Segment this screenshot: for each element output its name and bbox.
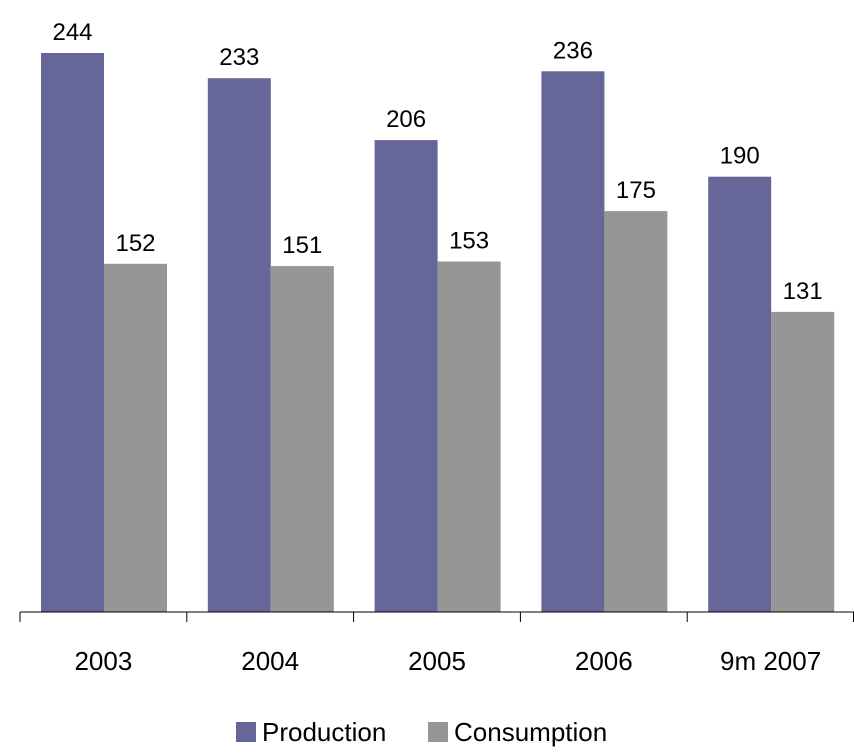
bar-production-9m-2007 [708, 176, 772, 612]
legend-label-consumption: Consumption [454, 717, 607, 747]
x-tick-label-2003: 2003 [74, 646, 132, 676]
data-label-consumption-2005: 153 [449, 228, 489, 255]
data-label-production-9m-2007: 190 [720, 143, 760, 170]
data-label-consumption-9m-2007: 131 [783, 278, 823, 305]
bar-consumption-9m-2007 [771, 311, 835, 612]
bar-consumption-2006 [604, 211, 668, 612]
legend: Production Consumption [236, 717, 607, 747]
bar-production-2006 [541, 71, 605, 613]
x-tick-label-2006: 2006 [575, 646, 633, 676]
legend-swatch-production [236, 722, 256, 742]
bar-consumption-2003 [104, 263, 167, 612]
legend-label-production: Production [262, 717, 386, 747]
data-label-production-2003: 244 [52, 19, 92, 46]
bar-production-2003 [41, 53, 104, 612]
legend-swatch-consumption [428, 722, 448, 742]
x-tick-label-2004: 2004 [241, 646, 299, 676]
bar-consumption-2004 [270, 266, 334, 612]
x-axis: 2003 2004 2005 2006 9m 2007 [19, 611, 854, 676]
bar-production-2004 [207, 78, 271, 612]
bar-consumption-2005 [437, 261, 501, 612]
data-label-production-2006: 236 [553, 37, 593, 64]
data-label-consumption-2003: 152 [115, 230, 155, 257]
data-label-consumption-2004: 151 [282, 232, 322, 259]
x-tick-label-2005: 2005 [408, 646, 466, 676]
x-tick-label-9m-2007: 9m 2007 [720, 646, 821, 676]
bars-layer [41, 53, 835, 613]
bar-production-2005 [374, 140, 438, 612]
data-label-production-2004: 233 [219, 44, 259, 71]
data-label-consumption-2006: 175 [616, 177, 656, 204]
data-label-production-2005: 206 [386, 106, 426, 133]
data-labels-layer: 244 152 233 151 206 153 236 175 190 131 [52, 19, 822, 305]
